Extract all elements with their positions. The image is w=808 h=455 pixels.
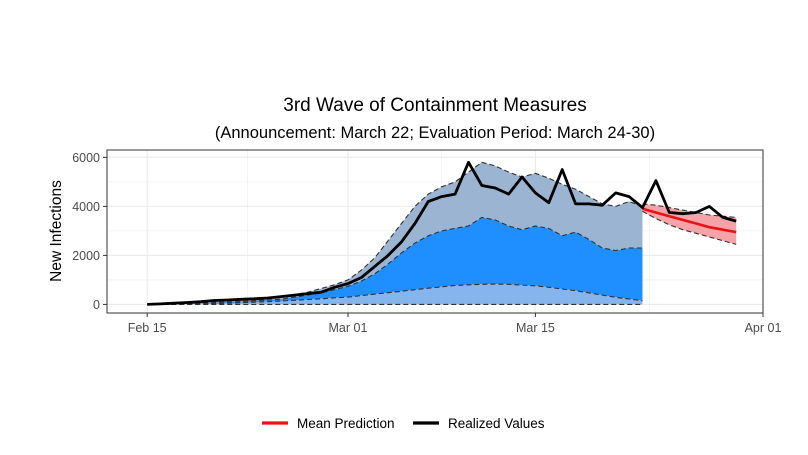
band-mid-line [147, 216, 643, 305]
legend-label: Mean Prediction [297, 416, 395, 431]
band-middle [147, 217, 643, 305]
plot-panel [106, 149, 764, 314]
forecast-lower-line [642, 210, 737, 245]
y-tick-label: 4000 [72, 200, 100, 214]
x-tick-label: Feb 15 [128, 321, 167, 335]
y-axis-title: New Infections [48, 180, 65, 282]
band-outer [147, 162, 643, 305]
x-tick-label: Apr 01 [745, 321, 782, 335]
realized-values-line [147, 160, 737, 306]
x-axis: Feb 15 Mar 01 Mar 15 Apr 01 [128, 313, 782, 335]
y-tick-label: 2000 [72, 249, 100, 263]
series-lines [147, 160, 737, 306]
mean-prediction-line [642, 207, 737, 234]
legend: Mean Prediction Realized Values [262, 416, 545, 431]
y-axis: 0 2000 4000 6000 [72, 151, 107, 312]
legend-label: Realized Values [448, 416, 545, 431]
x-tick-label: Mar 15 [516, 321, 555, 335]
panel-border [106, 149, 764, 314]
y-tick-label: 6000 [72, 151, 100, 165]
chart-subtitle: (Announcement: March 22; Evaluation Peri… [215, 124, 655, 142]
band-lower-line [147, 283, 643, 305]
x-tick-label: Mar 01 [329, 321, 368, 335]
y-tick-label: 0 [93, 298, 100, 312]
chart-title: 3rd Wave of Containment Measures [283, 95, 586, 116]
band-inner [147, 284, 643, 305]
